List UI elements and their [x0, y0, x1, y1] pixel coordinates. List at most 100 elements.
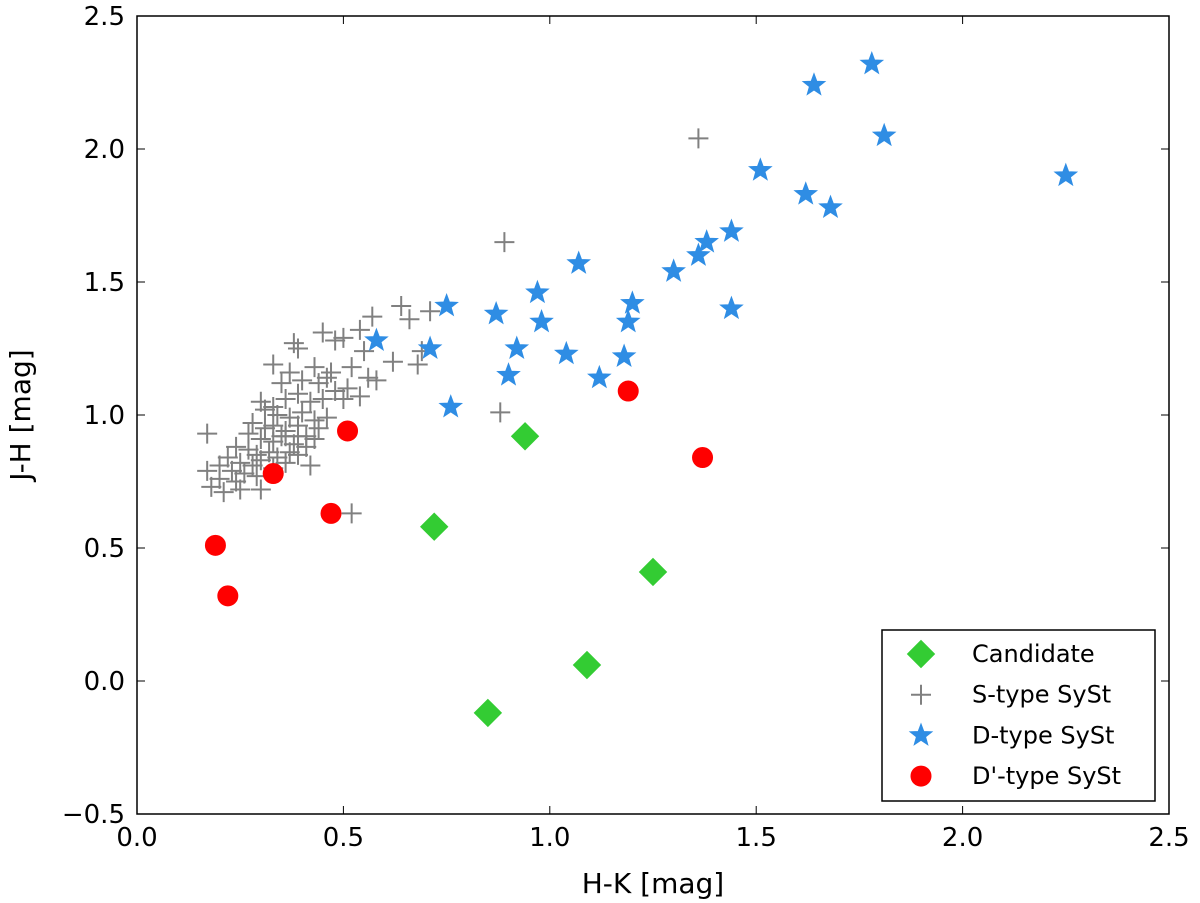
y-tick-label: −0.5: [62, 800, 125, 830]
point-d-type-syst: [417, 335, 443, 359]
point-s-type-syst: [259, 442, 280, 463]
point-s-type-syst: [263, 354, 284, 375]
series-candidate: [420, 422, 668, 728]
point-s-type-syst: [494, 232, 515, 253]
point-s-type-syst: [358, 367, 379, 388]
point-d-type-syst: [529, 308, 554, 333]
y-tick-label: 1.5: [84, 268, 125, 298]
point-d-type-syst: [525, 279, 550, 304]
point-d-type-syst: [871, 122, 897, 147]
point-d-type-syst: [364, 327, 389, 351]
point-d-type-syst: [611, 343, 637, 367]
point-s-type-syst: [341, 357, 362, 378]
point-s-type-syst: [304, 357, 325, 378]
legend-label-d-type-syst: D'-type SySt: [972, 762, 1121, 790]
legend-label-s-type-syst: S-type SySt: [972, 681, 1111, 709]
y-tick-label: 1.0: [84, 401, 125, 431]
point-s-type-syst: [242, 412, 263, 433]
y-tick-label: 2.0: [84, 135, 125, 165]
point-d-type-syst: [818, 194, 843, 218]
point-s-type-syst: [304, 428, 325, 449]
x-tick-label: 2.5: [1148, 823, 1189, 853]
point-s-type-syst: [279, 407, 300, 428]
point-d-type-syst: [719, 295, 744, 320]
point-s-type-syst: [391, 295, 412, 316]
point-s-type-syst: [490, 402, 511, 423]
point-d-type-syst: [483, 300, 509, 325]
y-axis-label: J-H [mag]: [4, 349, 37, 482]
point-s-type-syst: [287, 338, 308, 359]
point-d-type-syst: [320, 502, 342, 524]
point-d-type-syst: [438, 394, 464, 418]
point-s-type-syst: [312, 389, 333, 410]
point-s-type-syst: [304, 410, 325, 431]
y-tick-label: 0.5: [84, 534, 125, 564]
x-tick-label: 0.0: [116, 823, 157, 853]
point-s-type-syst: [238, 439, 259, 460]
point-s-type-syst: [321, 362, 342, 383]
point-d-type-syst: [661, 258, 686, 282]
point-s-type-syst: [217, 447, 238, 468]
point-s-type-syst: [242, 455, 263, 476]
point-s-type-syst: [362, 306, 383, 327]
point-s-type-syst: [316, 407, 337, 428]
point-d-type-syst: [719, 218, 744, 242]
point-s-type-syst: [688, 128, 709, 149]
point-d-type-syst: [748, 157, 773, 181]
point-d-type-syst: [859, 50, 885, 75]
point-s-type-syst: [250, 428, 271, 449]
point-s-type-syst: [292, 370, 313, 391]
point-d-type-syst: [217, 585, 239, 607]
point-s-type-syst: [349, 319, 370, 340]
point-s-type-syst: [337, 378, 358, 399]
point-candidate: [473, 698, 503, 728]
point-s-type-syst: [349, 386, 370, 407]
point-s-type-syst: [300, 391, 321, 412]
point-s-type-syst: [263, 397, 284, 418]
point-d-type-syst: [694, 229, 719, 253]
point-d-type-syst: [692, 447, 714, 469]
point-s-type-syst: [263, 431, 284, 452]
point-s-type-syst: [316, 367, 337, 388]
y-tick-label: 2.5: [84, 2, 125, 32]
point-s-type-syst: [308, 373, 329, 394]
point-s-type-syst: [325, 381, 346, 402]
point-s-type-syst: [275, 389, 296, 410]
point-s-type-syst: [226, 436, 247, 457]
legend-marker-candidate: [906, 639, 936, 669]
point-d-type-syst: [553, 340, 579, 365]
point-d-type-syst: [262, 463, 284, 485]
series-s-type-syst: [197, 128, 709, 524]
point-d-type-syst: [204, 534, 226, 556]
point-d-type-syst: [686, 242, 711, 266]
point-s-type-syst: [250, 479, 271, 500]
series-d-type-syst: [364, 50, 1079, 418]
point-s-type-syst: [221, 460, 242, 481]
point-d-type-syst: [566, 250, 591, 274]
point-s-type-syst: [201, 476, 222, 497]
legend-label-candidate: Candidate: [972, 640, 1095, 668]
point-s-type-syst: [354, 341, 375, 362]
axis-labels: H-K [mag] J-H [mag]: [4, 349, 724, 900]
point-s-type-syst: [366, 370, 387, 391]
point-s-type-syst: [287, 383, 308, 404]
point-s-type-syst: [254, 399, 275, 420]
point-d-type-syst: [1053, 162, 1079, 187]
legend-marker-s-type-syst: [911, 684, 931, 705]
point-s-type-syst: [254, 418, 275, 439]
plot-frame: [136, 15, 1170, 815]
point-candidate: [638, 557, 668, 587]
point-s-type-syst: [283, 333, 304, 354]
point-candidate: [420, 512, 449, 541]
point-s-type-syst: [275, 452, 296, 473]
point-s-type-syst: [197, 460, 218, 481]
point-s-type-syst: [267, 405, 288, 425]
legend-marker-d-type-syst: [910, 765, 932, 787]
point-s-type-syst: [234, 463, 255, 484]
point-s-type-syst: [420, 301, 441, 322]
point-s-type-syst: [279, 362, 300, 383]
point-s-type-syst: [197, 423, 218, 444]
point-d-type-syst: [496, 362, 521, 386]
legend: Candidate S-type SySt D-type SySt D'-type S…: [881, 629, 1156, 802]
